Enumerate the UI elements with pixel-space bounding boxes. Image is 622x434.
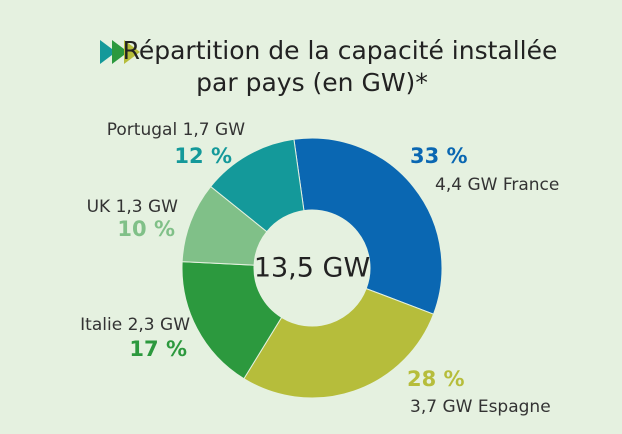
category-label: Italie 2,3 GW — [80, 315, 190, 335]
category-label: 3,7 GW Espagne — [410, 397, 551, 417]
value-label: 10 % — [117, 217, 175, 241]
value-label: 12 % — [174, 144, 232, 168]
center-label: 13,5 GW — [254, 253, 370, 284]
value-label: 17 % — [129, 337, 187, 361]
chart-title: Répartition de la capacité installée — [123, 36, 558, 65]
category-label: Portugal 1,7 GW — [107, 120, 245, 140]
chart-title: par pays (en GW)* — [196, 68, 428, 97]
donut-slice — [209, 138, 305, 233]
category-label: 4,4 GW France — [435, 175, 559, 195]
value-label: 28 % — [407, 367, 465, 391]
donut-slice — [293, 137, 443, 315]
title-icon — [100, 40, 140, 64]
donut-slice — [181, 261, 283, 380]
donut-slice — [243, 287, 435, 399]
value-label: 33 % — [410, 144, 468, 168]
category-label: UK 1,3 GW — [87, 197, 179, 217]
